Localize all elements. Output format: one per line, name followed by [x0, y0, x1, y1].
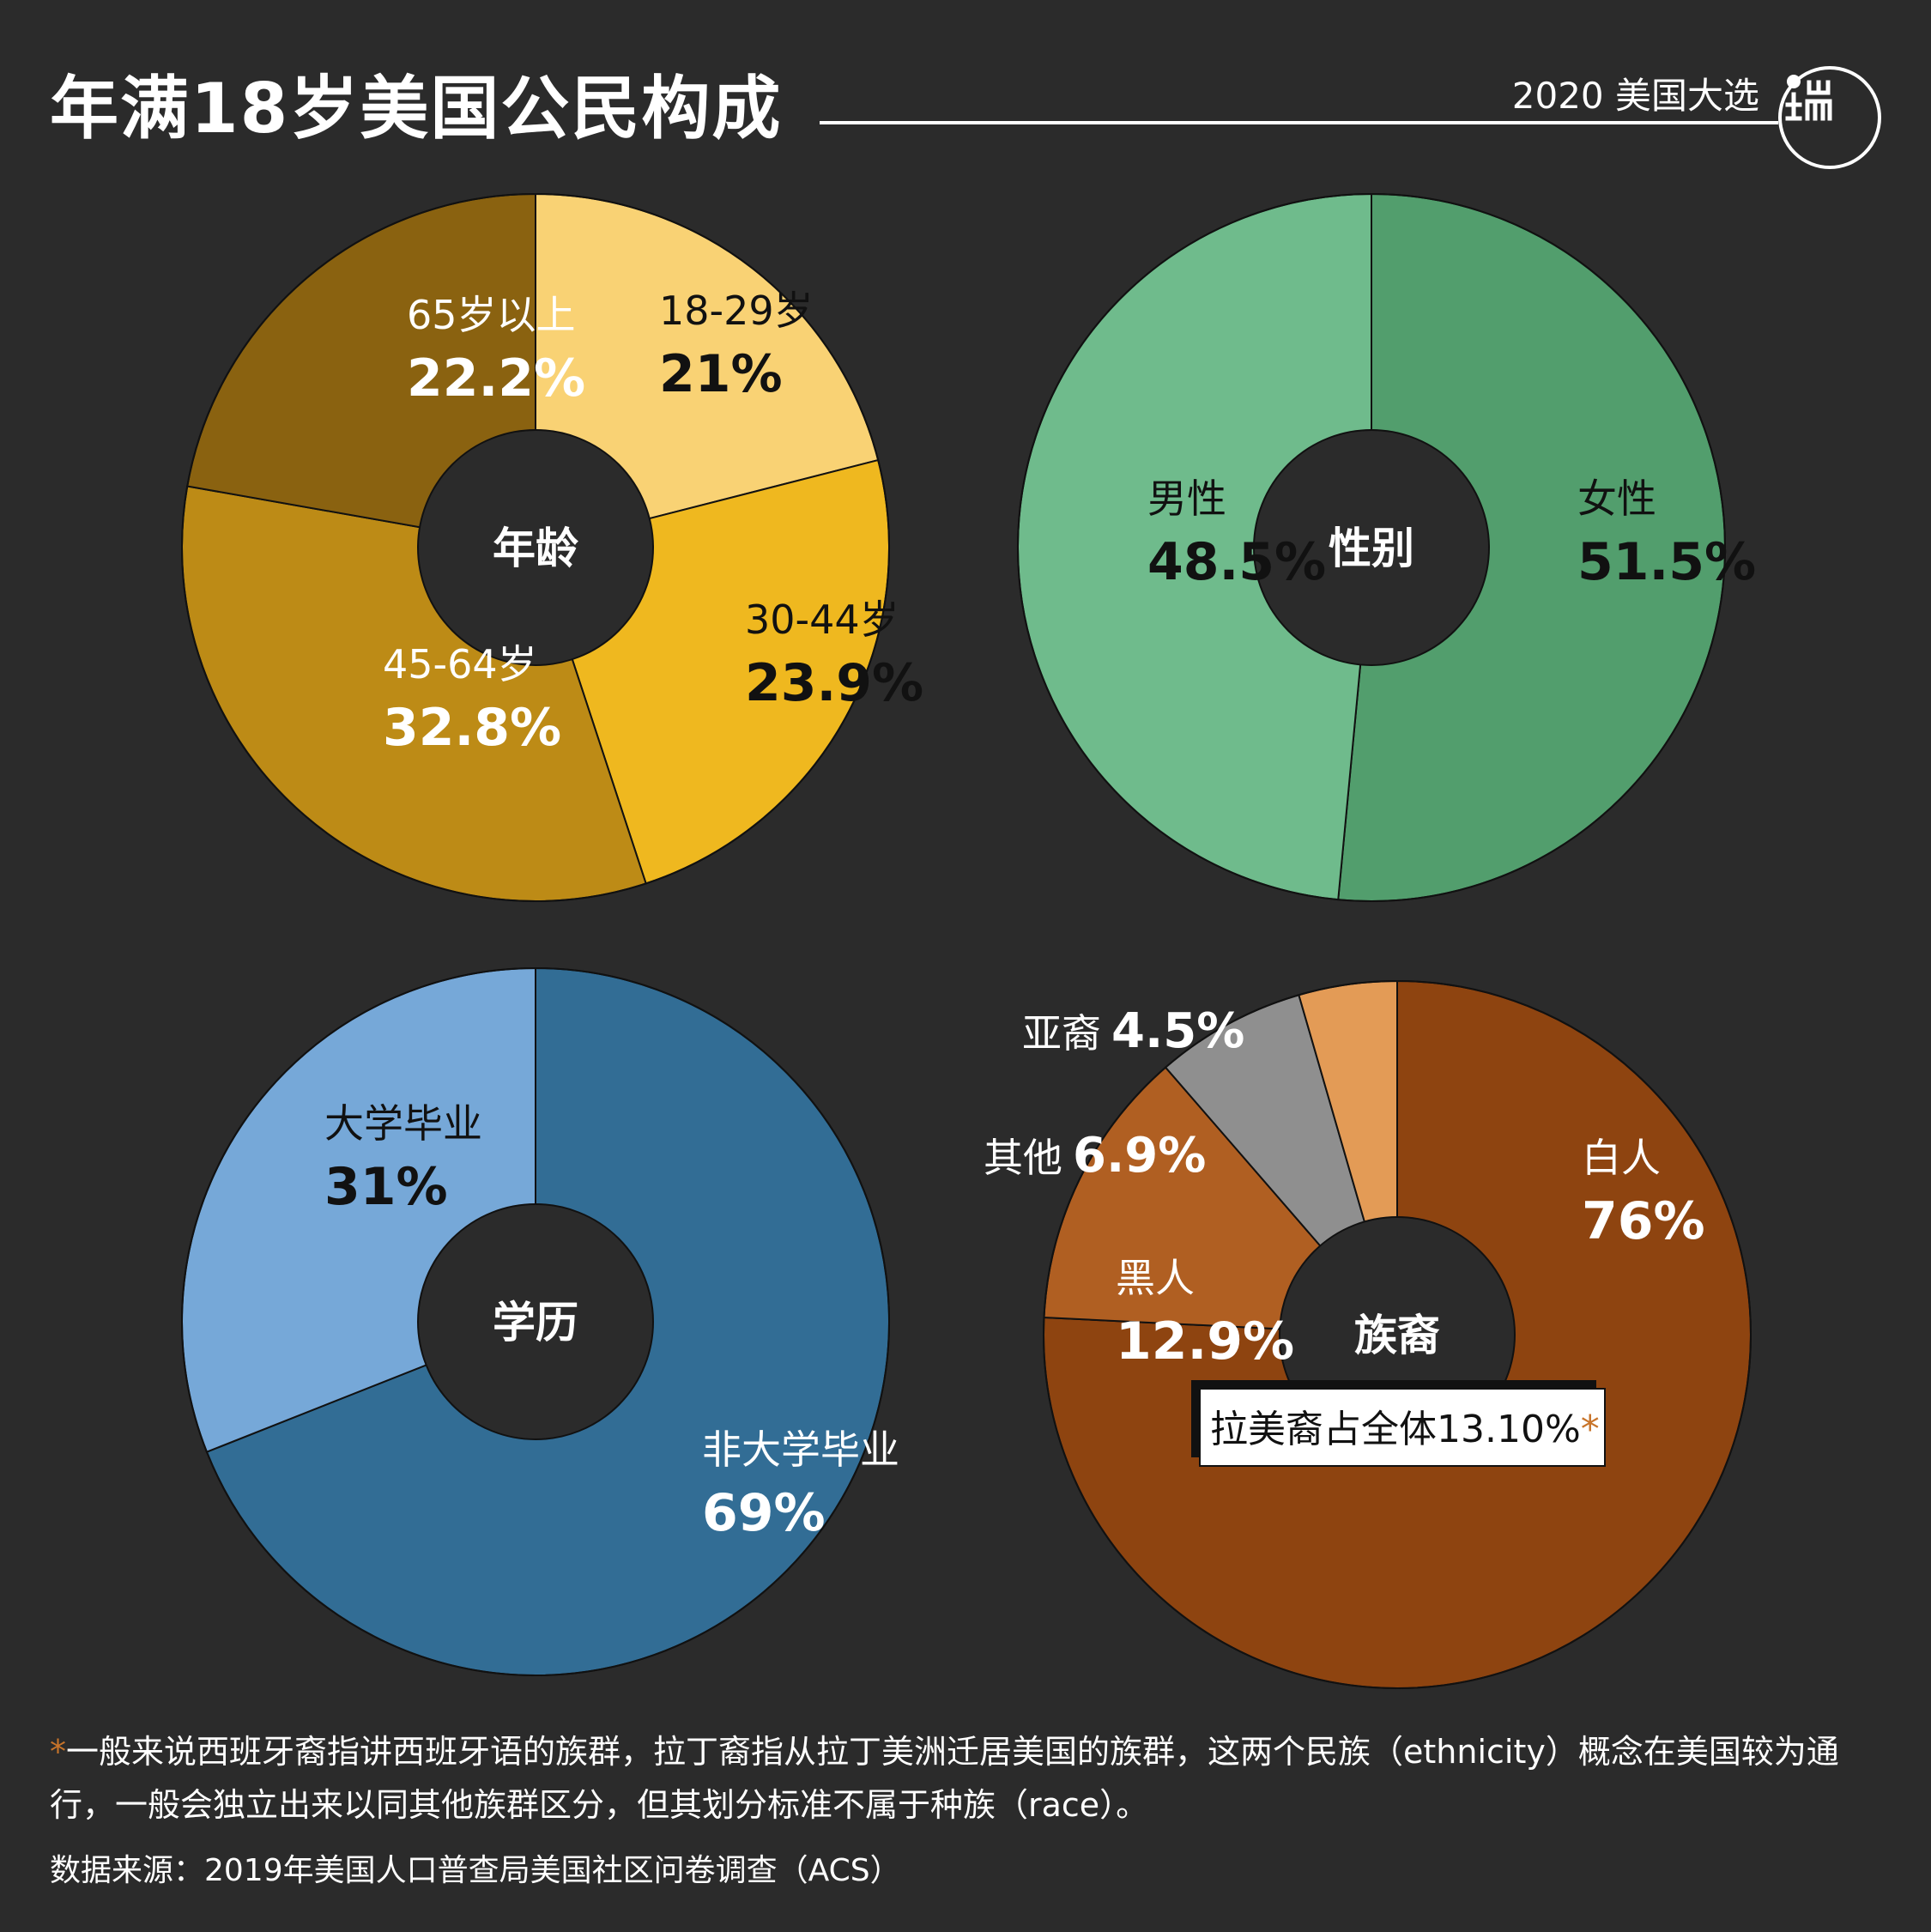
slice-value-label: 76%: [1582, 1191, 1705, 1251]
slice-category-label: 30-44岁: [745, 597, 899, 643]
logo-mark: [1778, 66, 1881, 169]
pie-center-label: 性别: [1329, 524, 1414, 573]
slice-category-label: 黑人: [1116, 1255, 1195, 1301]
slice-category-label: 其他: [984, 1135, 1062, 1181]
slice-category-label: 非大学毕业: [702, 1426, 899, 1473]
slice-value-label: 22.2%: [407, 348, 585, 409]
pie-center-label: 学历: [493, 1298, 578, 1348]
footnote-marker: *: [50, 1733, 66, 1771]
slice-value-label: 6.9%: [1073, 1128, 1206, 1184]
slice-value-label: 48.5%: [1147, 532, 1326, 592]
page-title: 年满18岁美国公民构成: [50, 69, 783, 148]
pie-center-label: 年龄: [493, 524, 578, 573]
slice-category-label: 18-29岁: [659, 288, 814, 334]
donut-hole: [417, 429, 654, 666]
slice-value-label: 69%: [702, 1483, 826, 1543]
pie-center-label: 族裔: [1354, 1311, 1440, 1360]
slice-category-label: 45-64岁: [383, 641, 537, 687]
slice-category-label: 亚裔: [1022, 1010, 1101, 1057]
slice-value-label: 31%: [324, 1157, 448, 1217]
slice-value-label: 23.9%: [745, 653, 923, 713]
slice-value-label: 51.5%: [1577, 532, 1756, 592]
slice-category-label: 白人: [1582, 1135, 1661, 1181]
slice-category-label: 大学毕业: [324, 1100, 482, 1147]
source-note: 数据来源：2019年美国人口普查局美国社区问卷调查（ACS）: [50, 1853, 901, 1888]
annotation-box: [1199, 1388, 1606, 1467]
footnote: *一般来说西班牙裔指讲西班牙语的族群，拉丁裔指从拉丁美洲迁居美国的族群，这两个民…: [50, 1725, 1878, 1832]
slice-value-label: 32.8%: [383, 698, 561, 758]
annotation-marker: *: [1581, 1408, 1600, 1451]
footnote-text: 一般来说西班牙裔指讲西班牙语的族群，拉丁裔指从拉丁美洲迁居美国的族群，这两个民族…: [50, 1733, 1839, 1824]
pie-chart-2: 性别 女性 51.5% 男性 48.5%: [1017, 192, 1756, 902]
pie-chart-1: 年龄 18-29岁 21% 30-44岁 23.9% 45-64岁 32.8% 65岁以上 22…: [181, 192, 923, 902]
slice-category-label: 65岁以上: [407, 292, 576, 338]
slice-category-label: 女性: [1577, 475, 1656, 522]
header-tagline: 2020 美国大选: [1511, 75, 1759, 117]
slice-value-label: 12.9%: [1116, 1311, 1294, 1372]
slice-category-label: 男性: [1147, 475, 1226, 522]
slice-value-label: 21%: [659, 344, 783, 404]
annotation-text: 拉美裔占全体13.10%*: [1210, 1408, 1600, 1451]
donut-hole: [417, 1203, 654, 1440]
donut-hole: [1253, 429, 1490, 666]
pie-chart-4: 族裔 白人 76% 黑人 12.9% 其他 6.9% 亚裔 4.5% 拉美裔占全体13.10%*: [984, 979, 1752, 1689]
slice-value-label: 4.5%: [1111, 1003, 1244, 1059]
